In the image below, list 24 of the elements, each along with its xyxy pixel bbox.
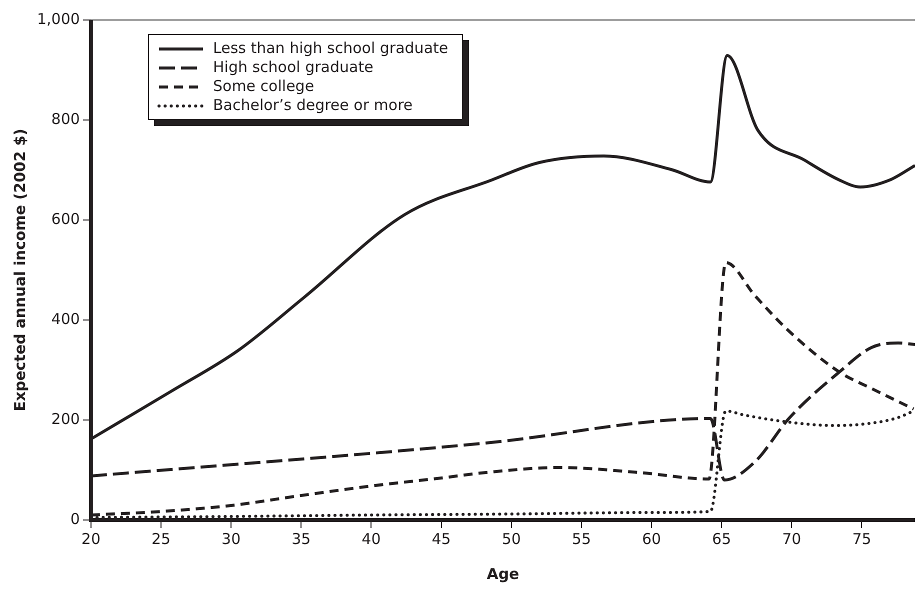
x-tick-label: 60 [642,530,662,548]
x-tick-label: 75 [852,530,872,548]
x-tick-label: 55 [572,530,591,548]
x-tick-label: 65 [712,530,732,548]
x-tick-label: 20 [81,530,100,548]
x-tick-label: 25 [151,530,171,548]
y-tick-label: 400 [51,310,80,328]
y-tick-label: 1,000 [36,10,80,28]
x-tick-label: 40 [362,530,381,548]
legend-label: Some college [213,77,314,96]
y-tick-label: 600 [51,210,80,228]
legend-label: High school graduate [213,58,374,77]
x-tick-label: 70 [782,530,802,548]
x-axis-title: Age [486,564,520,583]
x-tick-label: 35 [292,530,311,548]
y-tick-label: 200 [51,410,80,428]
y-tick-label: 0 [70,510,80,528]
x-tick-label: 50 [502,530,521,548]
legend-label: Bachelor’s degree or more [213,96,413,115]
x-tick-label: 45 [432,530,451,548]
legend-label: Less than high school graduate [213,39,448,58]
y-axis-title: Expected annual income (2002 $) [10,128,29,412]
x-tick-label: 30 [222,530,241,548]
y-tick-label: 800 [51,110,80,128]
